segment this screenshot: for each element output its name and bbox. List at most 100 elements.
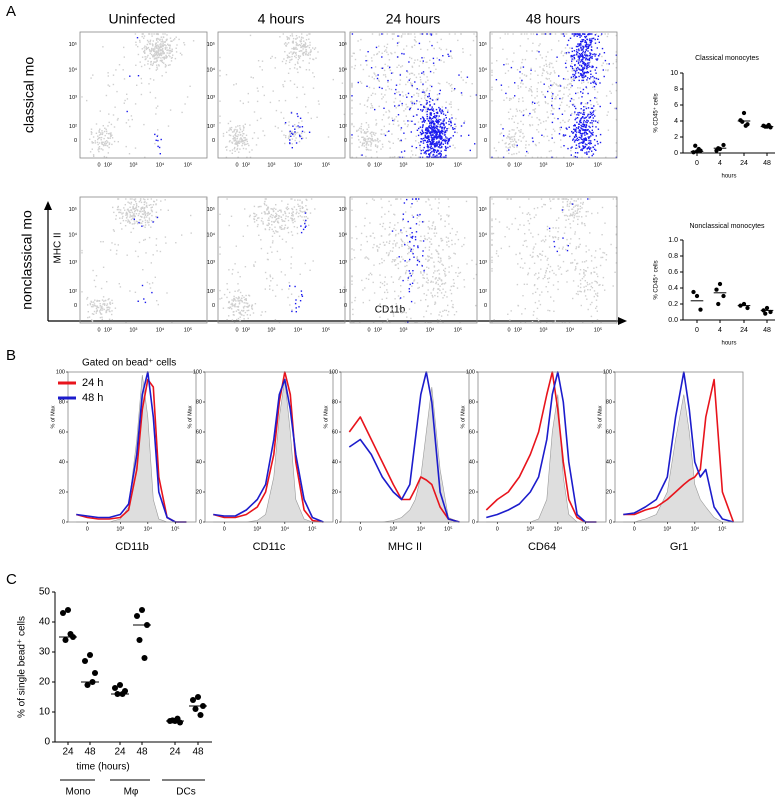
flow-dot (248, 304, 251, 306)
flow-dot (287, 37, 289, 39)
flow-dot (455, 117, 457, 120)
flow-dot (257, 137, 259, 139)
flow-dot (242, 125, 244, 127)
flow-dot (546, 259, 548, 261)
flow-dot (130, 218, 133, 221)
panel-label: B (6, 347, 16, 364)
flow-dot (298, 122, 300, 124)
flow-dot (442, 111, 444, 113)
flow-dot (396, 42, 399, 44)
flow-dot (159, 43, 161, 46)
flow-dot (592, 75, 594, 78)
flow-dot (231, 308, 233, 310)
flow-dot (587, 66, 589, 68)
flow-dot (463, 243, 465, 246)
flow-dot (291, 219, 293, 222)
flow-dot (585, 121, 587, 123)
flow-dot (541, 134, 543, 136)
flow-dot (443, 124, 445, 127)
flow-dot (383, 69, 386, 72)
flow-dot (154, 61, 156, 63)
flow-dot (524, 58, 527, 61)
flow-dot (297, 127, 300, 129)
flow-dot (120, 211, 122, 214)
flow-dot (572, 138, 575, 140)
flow-dot (247, 305, 249, 308)
flow-dot (417, 245, 419, 247)
flow-dot (596, 282, 598, 284)
flow-dot (442, 288, 444, 290)
flow-dot (155, 139, 157, 141)
flow-dot (128, 210, 130, 212)
flow-dot (438, 119, 440, 121)
flow-dot (301, 130, 304, 133)
flow-dot (578, 48, 580, 50)
flow-dot (574, 259, 576, 261)
flow-dot (597, 103, 599, 105)
flow-dot (128, 202, 131, 204)
flow-dot (411, 104, 413, 106)
flow-dot (573, 125, 575, 127)
flow-dot (141, 35, 143, 38)
flow-dot (375, 124, 377, 126)
flow-dot (309, 33, 311, 35)
flow-dot (434, 143, 437, 145)
flow-dot (250, 76, 252, 78)
flow-dot (296, 232, 299, 235)
flow-dot (383, 281, 386, 283)
flow-dot (301, 206, 303, 208)
flow-dot (433, 142, 436, 145)
flow-dot (411, 66, 414, 68)
flow-dot (578, 129, 581, 131)
flow-dot (533, 274, 536, 276)
flow-dot (363, 225, 366, 227)
flow-dot (591, 212, 593, 215)
flow-dot (575, 293, 578, 295)
flow-dot (420, 240, 422, 242)
flow-dot (398, 64, 400, 66)
flow-dot (439, 156, 442, 159)
flow-dot (535, 58, 537, 60)
flow-dot (98, 150, 100, 153)
flow-dot (515, 132, 517, 134)
flow-dot (576, 156, 578, 159)
flow-dot (282, 85, 285, 88)
flow-dot (388, 253, 390, 256)
flow-dot (577, 147, 579, 149)
flow-dot (304, 44, 306, 46)
flow-dot (590, 315, 593, 318)
flow-dot (115, 253, 118, 255)
flow-dot (615, 106, 618, 109)
flow-dot (134, 147, 137, 149)
flow-dot (585, 285, 587, 287)
flow-dot (428, 228, 431, 230)
y-tick-label: 0 (484, 303, 487, 309)
flow-dot (588, 139, 590, 142)
flow-dot (367, 124, 370, 126)
flow-dot (290, 198, 292, 200)
flow-dot (385, 101, 387, 103)
flow-dot (528, 222, 531, 225)
flow-dot (375, 122, 378, 125)
flow-dot (434, 155, 436, 157)
flow-dot (261, 311, 263, 313)
flow-dot (310, 49, 312, 51)
flow-dot (554, 72, 556, 74)
flow-dot (579, 269, 582, 271)
flow-dot (303, 51, 306, 54)
flow-dot (369, 272, 372, 274)
flow-dot (386, 321, 388, 324)
flow-dot (580, 91, 582, 93)
flow-dot (418, 224, 420, 226)
flow-dot (598, 41, 600, 43)
flow-dot (435, 118, 438, 120)
flow-dot (417, 121, 420, 123)
data-point (741, 110, 747, 116)
flow-dot (533, 207, 536, 210)
flow-dot (429, 122, 432, 124)
flow-dot (580, 129, 582, 131)
flow-dot (286, 38, 289, 40)
flow-dot (551, 106, 553, 108)
flow-dot (615, 205, 618, 207)
flow-dot (160, 46, 162, 48)
